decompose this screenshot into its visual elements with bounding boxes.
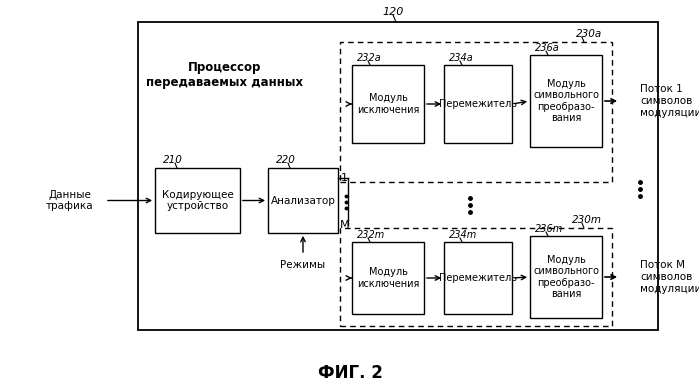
Text: 234m: 234m	[449, 230, 477, 240]
Text: 230m: 230m	[572, 215, 602, 225]
Text: Процессор
передаваемых данных: Процессор передаваемых данных	[146, 61, 303, 89]
Text: 232a: 232a	[357, 53, 382, 63]
Bar	[340, 228, 612, 326]
Text: 120: 120	[382, 7, 404, 17]
Bar	[530, 55, 602, 147]
Text: 1: 1	[340, 173, 347, 183]
Bar	[444, 242, 512, 314]
Text: Модуль
исключения: Модуль исключения	[356, 93, 419, 115]
Text: Данные
трафика: Данные трафика	[46, 190, 94, 211]
Text: Перемежитель: Перемежитель	[439, 273, 517, 283]
Text: Режимы: Режимы	[280, 260, 326, 270]
Text: Поток М
символов
модуляции: Поток М символов модуляции	[640, 261, 699, 294]
Bar	[268, 168, 338, 233]
Text: 236a: 236a	[535, 43, 560, 53]
Text: Анализатор: Анализатор	[271, 196, 336, 206]
Text: 236m: 236m	[535, 224, 563, 234]
Text: 234a: 234a	[449, 53, 474, 63]
Text: 232m: 232m	[357, 230, 385, 240]
Text: Модуль
символьного
преобразо-
вания: Модуль символьного преобразо- вания	[533, 254, 599, 299]
Bar	[530, 236, 602, 318]
Text: 220: 220	[276, 155, 296, 165]
Text: Перемежитель: Перемежитель	[439, 99, 517, 109]
Text: Модуль
исключения: Модуль исключения	[356, 267, 419, 289]
Text: M: M	[340, 220, 350, 230]
Bar	[340, 42, 612, 182]
Text: ФИГ. 2: ФИГ. 2	[317, 364, 382, 382]
Bar	[352, 242, 424, 314]
Bar	[444, 65, 512, 143]
Bar	[155, 168, 240, 233]
Text: Поток 1
символов
модуляции: Поток 1 символов модуляции	[640, 84, 699, 118]
Text: 210: 210	[163, 155, 183, 165]
Text: Модуль
символьного
преобразо-
вания: Модуль символьного преобразо- вания	[533, 79, 599, 123]
Text: Кодирующее
устройство: Кодирующее устройство	[161, 190, 233, 211]
Bar	[352, 65, 424, 143]
Text: 230a: 230a	[576, 29, 602, 39]
Bar	[138, 22, 658, 330]
